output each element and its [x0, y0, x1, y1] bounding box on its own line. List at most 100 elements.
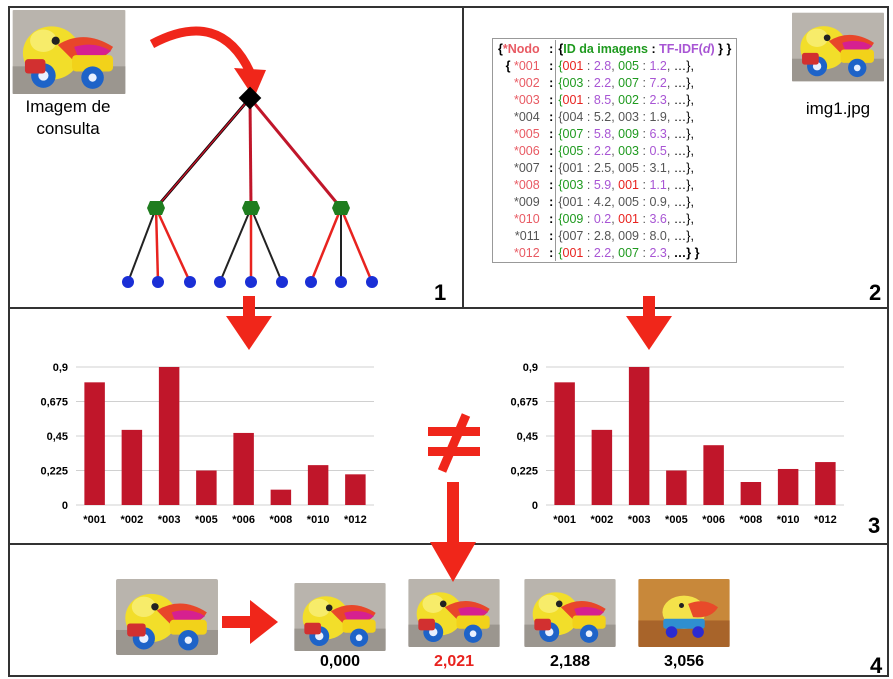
row-open-brace: { — [558, 194, 563, 209]
header-tfidf-close: ) — [710, 41, 715, 56]
row-tfidf-value: 6.3 — [649, 126, 667, 141]
row-image-id: 005 — [618, 58, 640, 73]
row-tfidf-value: 2.2 — [593, 75, 612, 90]
x-tick-label: *008 — [740, 514, 763, 526]
row-colon: : — [545, 228, 554, 243]
index-row: *002 : {003 : 2.2, 007 : 7.2, …}, — [496, 74, 733, 91]
row-image-id: 001 — [562, 160, 584, 175]
row-open-brace: { — [558, 211, 563, 226]
header-end: } } — [718, 41, 732, 56]
x-tick-label: *002 — [591, 514, 614, 526]
row-node-id: *012 — [513, 245, 540, 260]
index-row: *009 : {001 : 4.2, 005 : 0.9, …}, — [496, 193, 733, 210]
inverted-index-table: {*Nodo : {ID da imagens : TF-IDF(d) } } … — [492, 38, 738, 263]
index-row: *012 : {001 : 2.2, 007 : 2.3, …} } — [496, 244, 733, 261]
arrow-down-left — [226, 296, 272, 350]
row-colon: : — [545, 194, 554, 209]
header-image-id: ID da imagens — [563, 41, 648, 56]
index-row: *008 : {003 : 5.9, 001 : 1.1, …}, — [496, 176, 733, 193]
row-node-id: *001 — [513, 58, 540, 73]
curved-arrow-head — [234, 68, 266, 98]
header-tfidf: TF-IDF(d) — [659, 42, 715, 56]
tree-mid-node — [332, 201, 350, 215]
row-tail: …}, — [673, 228, 694, 243]
row-open-brace: { — [558, 245, 563, 260]
row-image-id: 001 — [618, 177, 640, 192]
header-colon: : — [549, 41, 554, 56]
bar — [121, 429, 143, 505]
row-node-id: *010 — [513, 211, 540, 226]
bar — [815, 462, 836, 505]
row-image-id: 001 — [562, 245, 584, 260]
tree-leaf-node — [245, 276, 257, 288]
row-image-id: 003 — [562, 75, 584, 90]
result-score-4: 3,056 — [663, 653, 705, 670]
row-image-id: 005 — [618, 194, 640, 209]
row-tail: …}, — [673, 126, 694, 141]
row-image-id: 005 — [618, 160, 640, 175]
index-row: *011 : {007 : 2.8, 009 : 8.0, …}, — [496, 227, 733, 244]
row-lead-brace: { — [505, 58, 514, 73]
tree-mid-node — [147, 201, 165, 215]
row-tfidf-value: 2.3 — [649, 92, 667, 107]
panel-number: 4 — [870, 653, 883, 678]
x-tick-label: *003 — [158, 514, 181, 526]
row-tail: …}, — [673, 143, 694, 158]
row-node-id: *004 — [513, 109, 540, 124]
x-tick-label: *002 — [121, 514, 144, 526]
row-tfidf-value: 2.2 — [593, 245, 612, 260]
row-node-id: *009 — [513, 194, 540, 209]
x-tick-label: *005 — [195, 514, 218, 526]
x-tick-label: *010 — [307, 514, 330, 526]
x-tick-label: *005 — [665, 514, 688, 526]
y-tick-label: 0,9 — [523, 362, 538, 374]
header-tfidf-label: TF-IDF( — [659, 41, 703, 56]
database-image-caption: img1.jpg — [805, 99, 871, 118]
row-tail: …}, — [673, 160, 694, 175]
arrow-down-right — [626, 296, 672, 350]
query-image-caption: Imagem de consulta — [6, 96, 130, 140]
row-tfidf-value: 3.6 — [649, 211, 667, 226]
header-node: *Nodo — [502, 41, 540, 56]
row-tfidf-value: 1.9 — [649, 109, 667, 124]
y-tick-label: 0,675 — [510, 397, 538, 409]
row-tfidf-value: 2.5 — [593, 160, 612, 175]
row-image-id: 003 — [618, 143, 640, 158]
row-open-brace: { — [558, 143, 563, 158]
row-node-id: *011 — [514, 228, 540, 243]
row-tfidf-value: 0.2 — [593, 211, 612, 226]
tree-leaf-node — [276, 276, 288, 288]
index-row: *007 : {001 : 2.5, 005 : 3.1, …}, — [496, 159, 733, 176]
row-tfidf-value: 8.5 — [593, 92, 612, 107]
row-node-id: *007 — [513, 160, 540, 175]
row-image-id: 007 — [562, 228, 584, 243]
bar — [84, 382, 105, 505]
result-score-2: 2,021 — [433, 653, 475, 670]
row-colon: : — [545, 109, 554, 124]
row-tfidf-value: 2.8 — [593, 228, 612, 243]
tree-leaf-node — [366, 276, 378, 288]
row-open-brace: { — [558, 160, 563, 175]
row-tail: …} } — [673, 245, 700, 260]
bar — [345, 474, 366, 505]
caption-line-1: Imagem de — [25, 97, 111, 116]
x-tick-label: *010 — [777, 514, 800, 526]
panel-number: 2 — [869, 280, 882, 305]
tree-leaf-node — [305, 276, 317, 288]
row-tail: …}, — [673, 92, 694, 107]
row-colon: : — [545, 75, 554, 90]
row-open-brace: { — [558, 109, 563, 124]
result-score-1: 0,000 — [319, 653, 361, 670]
bar — [233, 432, 254, 505]
row-open-brace: { — [558, 228, 563, 243]
row-image-id: 002 — [618, 92, 640, 107]
row-node-id: *003 — [513, 92, 540, 107]
tree-leaf-node — [184, 276, 196, 288]
x-tick-label: *006 — [232, 514, 255, 526]
row-image-id: 003 — [618, 109, 640, 124]
chart-right: 0 0,225 0,45 0,675 0,9 *001 *002 *003 *005 *006 *0… — [510, 362, 844, 526]
row-colon: : — [545, 160, 554, 175]
bar — [307, 465, 329, 505]
row-image-id: 007 — [618, 75, 640, 90]
bar — [666, 470, 687, 505]
